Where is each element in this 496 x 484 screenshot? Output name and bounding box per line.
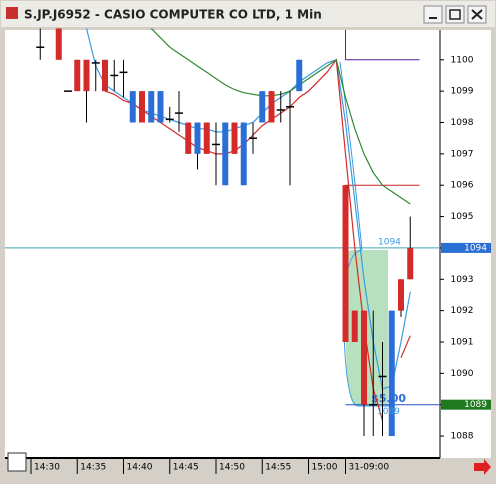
y-tick-label: 1090 [451, 369, 474, 379]
x-tick-label: 14:50 [219, 463, 245, 473]
title-bar [1, 1, 495, 27]
y-tick-label: 1095 [451, 212, 474, 222]
price-flag-label: 1094 [464, 243, 487, 253]
candle-body [407, 247, 414, 280]
candle-body [361, 310, 367, 405]
x-tick-label: 14:40 [127, 463, 153, 473]
x-tick-label: 14:30 [34, 463, 60, 473]
y-tick-label: 1099 [451, 87, 474, 97]
candle-body [222, 122, 229, 186]
candle-body [231, 122, 238, 154]
candle-body [74, 59, 81, 92]
candle-body [342, 185, 349, 342]
y-tick-label: 1093 [451, 275, 474, 285]
candle-body [259, 91, 266, 123]
x-tick-label: 14:35 [80, 463, 106, 473]
candle-body [351, 310, 358, 342]
x-tick-label: 31-09:00 [349, 463, 390, 473]
candle-body [157, 91, 164, 123]
price-flag-label: 1089 [464, 400, 487, 410]
minimize-button[interactable] [423, 5, 443, 24]
candle-body [83, 59, 90, 92]
chart-title: S.JP.J6952 - CASIO COMPUTER CO LTD, 1 Mi… [24, 8, 322, 22]
price-flag [441, 242, 491, 253]
maximize-button[interactable] [445, 5, 465, 24]
candle-body [55, 28, 62, 60]
y-tick-label: 1100 [451, 55, 474, 65]
candle-body [185, 122, 192, 154]
candle-body [139, 91, 145, 123]
candle-body [398, 279, 404, 311]
candle-body [148, 91, 155, 123]
y-tick-label: 1091 [451, 337, 474, 347]
maximize-icon [449, 9, 461, 20]
y-tick-label: 1097 [451, 149, 474, 159]
y-tick-label: 1096 [451, 181, 474, 191]
candle-body [388, 310, 395, 437]
price-flag [441, 399, 491, 410]
candle-body [268, 91, 275, 123]
candle-body [296, 59, 303, 92]
close-icon [471, 9, 483, 20]
candle-body [240, 122, 247, 186]
x-tick-label: 14:45 [173, 463, 199, 473]
corner-box[interactable] [7, 452, 27, 472]
window-buttons[interactable] [423, 5, 487, 24]
level-label: 1094 [378, 237, 401, 247]
x-axis-area [5, 458, 491, 476]
candle-body [194, 122, 201, 154]
y-tick-label: 1088 [451, 432, 474, 442]
candle-body [203, 122, 210, 154]
y-tick-label: 1098 [451, 118, 474, 128]
candle-body [102, 59, 108, 92]
candle-body [129, 91, 136, 123]
level-label: 1089 [377, 407, 400, 417]
scroll-arrow[interactable] [474, 459, 491, 475]
app-icon [6, 7, 18, 19]
x-tick-label: 14:55 [265, 463, 291, 473]
x-tick-label: 15:00 [312, 463, 338, 473]
y-tick-label: 1092 [451, 306, 474, 316]
